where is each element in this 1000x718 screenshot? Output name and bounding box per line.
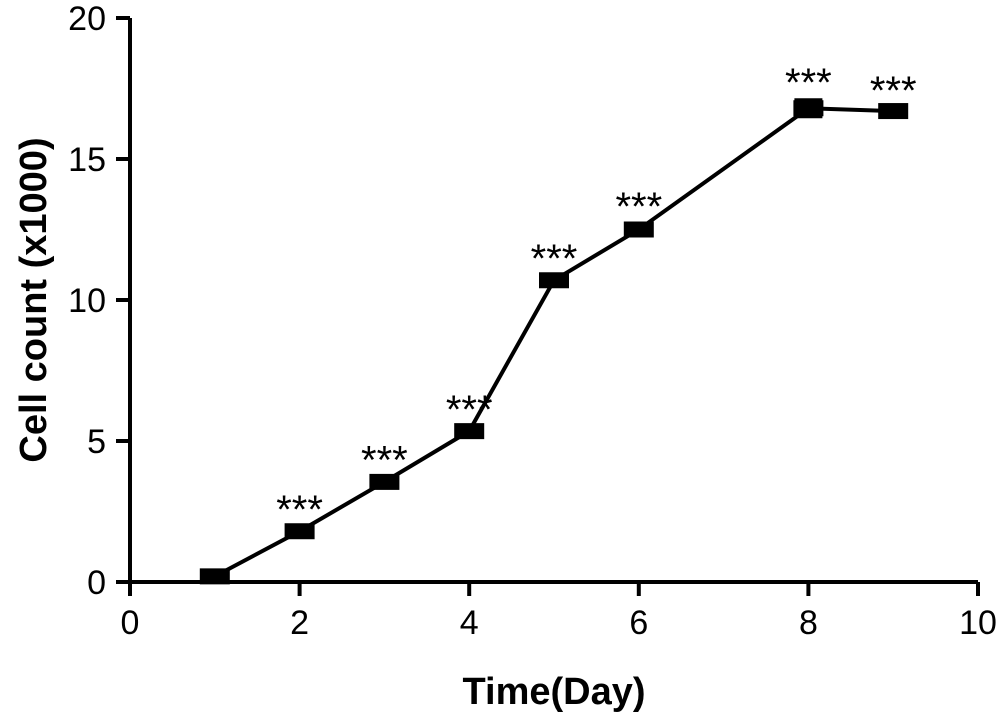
y-tick-label: 0 (87, 564, 106, 602)
significance-label: *** (361, 439, 408, 483)
x-axis-title: Time(Day) (462, 671, 645, 713)
y-tick-label: 15 (68, 141, 106, 179)
y-tick-label: 20 (68, 0, 106, 38)
y-tick-label: 10 (68, 282, 106, 320)
y-axis-title: Cell count (x1000) (13, 137, 55, 462)
x-ticks: 0 2 4 6 8 10 (121, 582, 997, 642)
significance-label: *** (276, 488, 323, 532)
data-point-marker (369, 473, 400, 490)
series-line (213, 106, 894, 579)
x-tick-label: 8 (799, 604, 818, 642)
data-point-marker (199, 568, 230, 585)
data-point-marker (454, 423, 485, 440)
significance-label: *** (531, 237, 578, 281)
significance-label: *** (870, 69, 917, 113)
data-point-marker (878, 103, 909, 120)
significance-label: *** (615, 185, 662, 229)
x-tick-label: 6 (629, 604, 648, 642)
y-tick-label: 5 (87, 423, 106, 461)
data-point-marker (793, 100, 824, 117)
data-point-marker (539, 272, 569, 289)
data-point-marker (623, 221, 654, 238)
significance-label: *** (446, 388, 493, 432)
y-ticks: 0 5 10 15 20 (68, 0, 130, 602)
x-tick-label: 0 (121, 604, 140, 642)
significance-label: *** (785, 61, 832, 105)
x-tick-label: 10 (959, 604, 997, 642)
x-tick-label: 4 (460, 604, 479, 642)
data-point-marker (284, 523, 315, 540)
series-group: *** *** *** *** *** *** *** (199, 61, 917, 585)
x-tick-label: 2 (290, 604, 309, 642)
axes (128, 18, 978, 584)
